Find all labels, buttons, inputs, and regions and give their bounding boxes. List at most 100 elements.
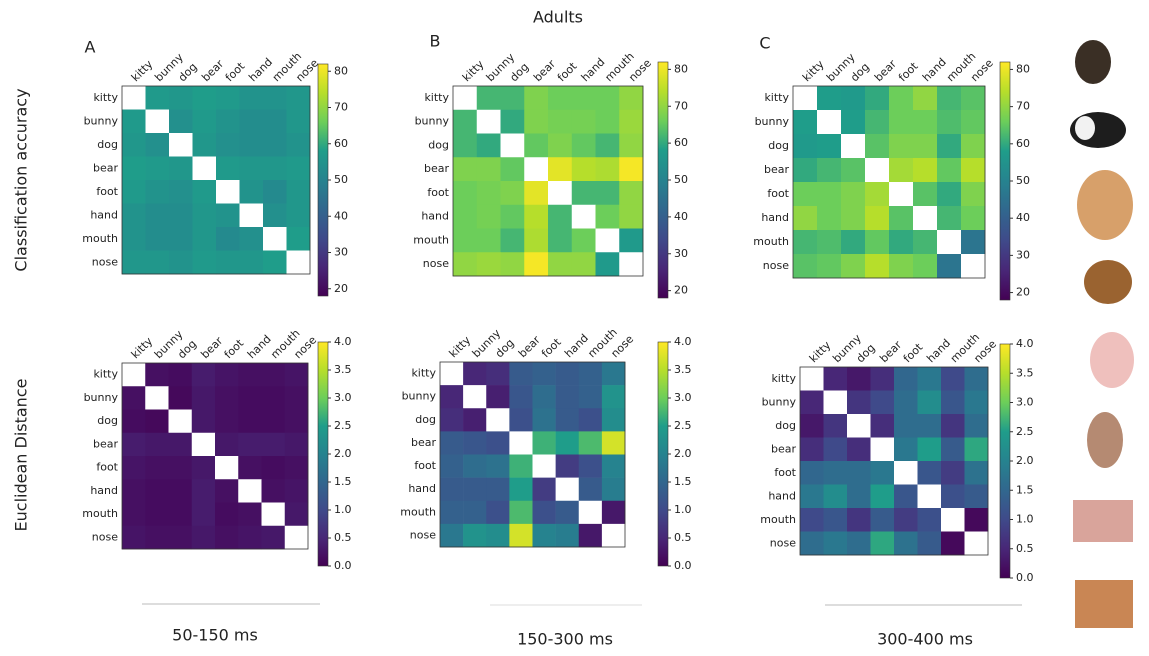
cell [824,532,848,556]
cell [146,251,170,275]
cell [941,391,965,415]
x-tick-label: hand [245,332,274,361]
cell [894,532,918,556]
cell [889,254,913,278]
cell [122,133,146,157]
cell [572,134,596,158]
cell [463,431,486,454]
cell [800,532,824,556]
empty-cell [169,410,193,434]
cell [216,251,240,275]
cell [865,230,889,254]
cell [824,485,848,509]
cell [453,252,477,276]
cell [841,206,865,230]
colorbar-tick-label: 1.5 [334,475,352,488]
cell [287,204,311,228]
cell [463,501,486,524]
colorbar-tick-label: 60 [334,137,348,150]
empty-cell [941,508,965,532]
colorbar-tick-label: 80 [674,62,688,75]
empty-cell [918,485,942,509]
y-tick-label: hand [90,208,118,221]
cell [865,182,889,206]
x-tick-label: bear [877,338,904,365]
cell [817,86,841,110]
cell [453,110,477,134]
row-label: Classification accuracy [12,88,31,271]
cell [192,503,216,527]
cell [169,204,193,228]
cell [263,86,287,110]
cell [918,367,942,391]
cell [800,508,824,532]
x-tick-label: bear [199,57,226,84]
cell [871,532,895,556]
cell [122,251,146,275]
cell [913,254,937,278]
y-tick-label: dog [428,138,449,151]
cell [287,110,311,134]
cell [865,254,889,278]
colorbar-tick-label: 0.0 [674,559,692,572]
cell [240,251,264,275]
cell [572,229,596,253]
cell [533,362,556,385]
cell [262,386,286,410]
cell [285,363,309,387]
cell [486,501,509,524]
cell [793,134,817,158]
y-tick-label: dog [768,139,789,152]
cell [146,133,170,157]
x-tick-label: bear [872,57,899,84]
empty-cell [847,414,871,438]
cell [215,410,239,434]
cell [841,182,865,206]
y-tick-label: dog [97,138,118,151]
cell [240,227,264,251]
colorbar-tick-label: 50 [674,173,688,186]
cell [122,227,146,251]
cell [793,254,817,278]
cell [262,363,286,387]
cell [937,86,961,110]
cell [847,508,871,532]
cell [509,362,532,385]
cell [533,478,556,501]
cell [556,385,579,408]
colorbar-tick-label: 70 [1016,100,1030,113]
panel-label: C [759,34,770,53]
cell [509,455,532,478]
cell [894,438,918,462]
cell [579,455,602,478]
cell [477,229,501,253]
x-tick-label: hand [562,331,591,360]
cell [889,230,913,254]
cell [146,227,170,251]
cell [865,110,889,134]
cell [937,134,961,158]
cell [145,433,169,457]
empty-cell [501,134,525,158]
y-tick-label: bunny [84,114,119,127]
cell [889,158,913,182]
cell [463,455,486,478]
cell [477,181,501,205]
cell [579,385,602,408]
y-tick-label: hand [421,210,449,223]
colorbar-tick-label: 60 [1016,137,1030,150]
cell [941,485,965,509]
cell [287,157,311,181]
colorbar-tick-label: 20 [334,282,348,295]
cell [122,503,146,527]
cell [817,254,841,278]
cell [501,157,525,181]
cell [824,461,848,485]
colorbar [1000,62,1010,300]
x-tick-label: kitty [129,334,156,361]
x-tick-label: bear [516,333,543,360]
cell [463,362,486,385]
cell [122,526,146,550]
cell [122,410,146,434]
colorbar-tick-label: 80 [1016,62,1030,75]
